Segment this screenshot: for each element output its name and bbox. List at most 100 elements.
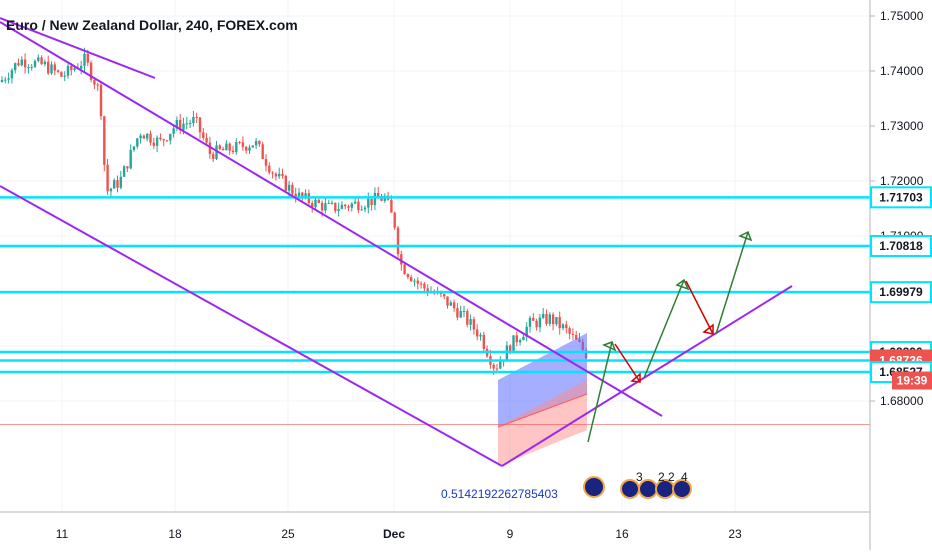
candle-body	[551, 314, 555, 325]
candle-body	[149, 133, 152, 143]
price-badge	[870, 186, 932, 209]
event-icons[interactable]: 3 2 2 4	[583, 470, 692, 499]
candle-body	[466, 310, 469, 325]
x-tick-label: 11	[56, 527, 69, 541]
candle-body	[205, 138, 208, 143]
projection-down-2-head	[702, 323, 714, 335]
candle-body	[419, 283, 423, 285]
y-tick-label: 1.72000	[880, 174, 924, 188]
y-tick-label: 1.73000	[880, 119, 924, 133]
candle-body	[311, 203, 314, 208]
trendline-upper	[0, 21, 663, 417]
candle-body	[327, 203, 330, 205]
candle-body	[462, 310, 466, 312]
candle-body	[452, 302, 456, 309]
event-badge-count-1: 3	[636, 470, 643, 484]
projection-up-2-head	[675, 278, 690, 291]
candle-body	[532, 317, 535, 321]
countdown-label: 19:39	[897, 374, 928, 388]
candle-body	[347, 206, 350, 208]
candle-body	[548, 314, 551, 324]
candle-body	[528, 317, 532, 327]
y-tick-label: 1.75000	[880, 9, 924, 23]
candle-body	[360, 209, 363, 211]
candle-body	[162, 139, 165, 141]
candle-body	[27, 67, 30, 69]
candle-body	[37, 57, 40, 61]
candle-body	[377, 192, 380, 199]
candle-body	[472, 319, 476, 330]
candle-body	[70, 65, 73, 70]
candle-body	[241, 142, 245, 147]
candle-body	[410, 277, 413, 282]
candle-body	[287, 184, 291, 191]
projection-down-1-head	[630, 372, 641, 383]
candle-body	[268, 165, 271, 173]
candle-body	[165, 140, 169, 142]
candle-body	[93, 79, 96, 85]
rising-channel-blue	[498, 333, 587, 427]
candle-body	[73, 68, 76, 70]
candle-body	[406, 274, 410, 278]
candle-body	[271, 172, 274, 174]
candle-body	[254, 140, 258, 146]
candle-body	[469, 319, 472, 325]
candle-body	[66, 65, 70, 76]
price-badge	[870, 235, 932, 258]
candle-body	[212, 154, 215, 159]
candle-body	[245, 146, 248, 151]
candle-body	[373, 192, 377, 206]
plot-area[interactable]	[0, 0, 870, 512]
candle-body	[274, 173, 278, 177]
candle-body	[535, 320, 538, 328]
candle-body	[337, 209, 340, 212]
candle-body	[542, 313, 545, 318]
candle-body	[301, 192, 304, 198]
candle-body	[113, 180, 116, 189]
candle-body	[518, 340, 522, 343]
event-icon-4[interactable]	[672, 479, 692, 499]
candle-body	[278, 173, 281, 177]
rising-channel-red	[498, 380, 587, 466]
candle-body	[575, 334, 578, 340]
candle-body	[63, 75, 66, 77]
candle-body	[393, 212, 396, 228]
projection-up-2	[643, 279, 685, 379]
candle-body	[396, 227, 400, 255]
candle-body	[264, 159, 268, 166]
candle-body	[370, 198, 373, 206]
x-tick-label: Dec	[383, 527, 405, 541]
candle-body	[152, 142, 155, 146]
price-badge	[870, 281, 932, 304]
x-axis[interactable]: 11 18 25 Dec 9 16 23	[56, 527, 742, 541]
candle-body	[561, 324, 565, 329]
price-badge-label: 1.70818	[879, 239, 923, 253]
candle-body	[416, 280, 419, 284]
candle-body	[545, 313, 548, 324]
projection-arrows	[587, 230, 753, 443]
candle-body	[198, 117, 202, 133]
flag-icon[interactable]	[583, 476, 605, 498]
candle-body	[413, 280, 416, 282]
candle-body	[96, 84, 99, 86]
candle-body	[258, 140, 261, 145]
candle-body	[4, 79, 7, 81]
candle-body	[363, 207, 367, 210]
candle-body	[565, 324, 568, 329]
candle-body	[43, 61, 47, 65]
candle-body	[423, 283, 426, 289]
candle-body	[47, 61, 50, 74]
event-badge-count-3: 2	[668, 470, 675, 484]
candle-body	[320, 202, 324, 211]
candle-body	[350, 203, 353, 208]
candle-body	[403, 264, 406, 275]
candle-body	[509, 345, 512, 353]
candle-body	[99, 84, 103, 117]
candle-body	[479, 334, 482, 337]
event-badge-count-2: 2	[658, 470, 665, 484]
candle-body	[482, 334, 485, 349]
candle-body	[555, 317, 558, 325]
price-badge-label: 1.69979	[879, 285, 923, 299]
